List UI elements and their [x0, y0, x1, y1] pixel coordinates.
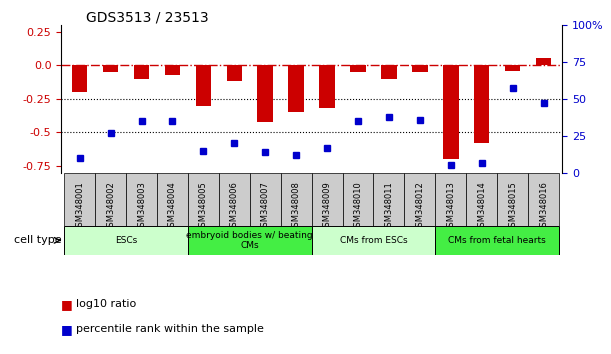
Bar: [505, 65, 521, 70]
Text: GSM348006: GSM348006: [230, 181, 239, 232]
Bar: [536, 58, 551, 65]
Text: GDS3513 / 23513: GDS3513 / 23513: [86, 11, 209, 25]
Text: percentile rank within the sample: percentile rank within the sample: [76, 324, 264, 334]
Text: ■: ■: [61, 298, 73, 311]
Text: cell type: cell type: [14, 235, 62, 245]
Bar: [312, 226, 435, 255]
Text: embryoid bodies w/ beating
CMs: embryoid bodies w/ beating CMs: [186, 231, 313, 250]
Text: GSM348014: GSM348014: [477, 181, 486, 232]
Text: GSM348003: GSM348003: [137, 181, 146, 232]
Text: CMs from fetal hearts: CMs from fetal hearts: [448, 236, 546, 245]
Bar: [497, 173, 528, 226]
Text: GSM348013: GSM348013: [446, 181, 455, 232]
Bar: [350, 65, 366, 72]
Bar: [188, 226, 312, 255]
Bar: [343, 173, 373, 226]
Bar: [381, 65, 397, 79]
Text: ESCs: ESCs: [115, 236, 137, 245]
Bar: [250, 173, 280, 226]
Bar: [288, 65, 304, 112]
Bar: [280, 173, 312, 226]
Bar: [227, 65, 242, 81]
Text: GSM348007: GSM348007: [261, 181, 269, 232]
Bar: [103, 65, 119, 72]
Bar: [373, 173, 404, 226]
Bar: [474, 65, 489, 143]
Bar: [435, 226, 559, 255]
Text: GSM348008: GSM348008: [291, 181, 301, 232]
Text: GSM348002: GSM348002: [106, 181, 115, 232]
Bar: [196, 65, 211, 105]
Text: GSM348016: GSM348016: [539, 181, 548, 232]
Text: ■: ■: [61, 323, 73, 336]
Bar: [435, 173, 466, 226]
Text: GSM348011: GSM348011: [384, 181, 393, 232]
Text: GSM348004: GSM348004: [168, 181, 177, 232]
Bar: [466, 173, 497, 226]
Bar: [188, 173, 219, 226]
Bar: [404, 173, 435, 226]
Text: GSM348009: GSM348009: [323, 181, 332, 232]
Bar: [165, 65, 180, 75]
Bar: [72, 65, 87, 92]
Bar: [157, 173, 188, 226]
Bar: [257, 65, 273, 122]
Bar: [64, 173, 95, 226]
Bar: [64, 226, 188, 255]
Text: GSM348005: GSM348005: [199, 181, 208, 232]
Text: GSM348012: GSM348012: [415, 181, 425, 232]
Text: GSM348015: GSM348015: [508, 181, 517, 232]
Text: GSM348010: GSM348010: [354, 181, 362, 232]
Bar: [219, 173, 250, 226]
Bar: [320, 65, 335, 108]
Bar: [126, 173, 157, 226]
Text: CMs from ESCs: CMs from ESCs: [340, 236, 408, 245]
Bar: [443, 65, 458, 159]
Bar: [134, 65, 149, 79]
Bar: [412, 65, 428, 72]
Bar: [528, 173, 559, 226]
Text: log10 ratio: log10 ratio: [76, 299, 137, 309]
Bar: [312, 173, 343, 226]
Bar: [95, 173, 126, 226]
Text: GSM348001: GSM348001: [75, 181, 84, 232]
